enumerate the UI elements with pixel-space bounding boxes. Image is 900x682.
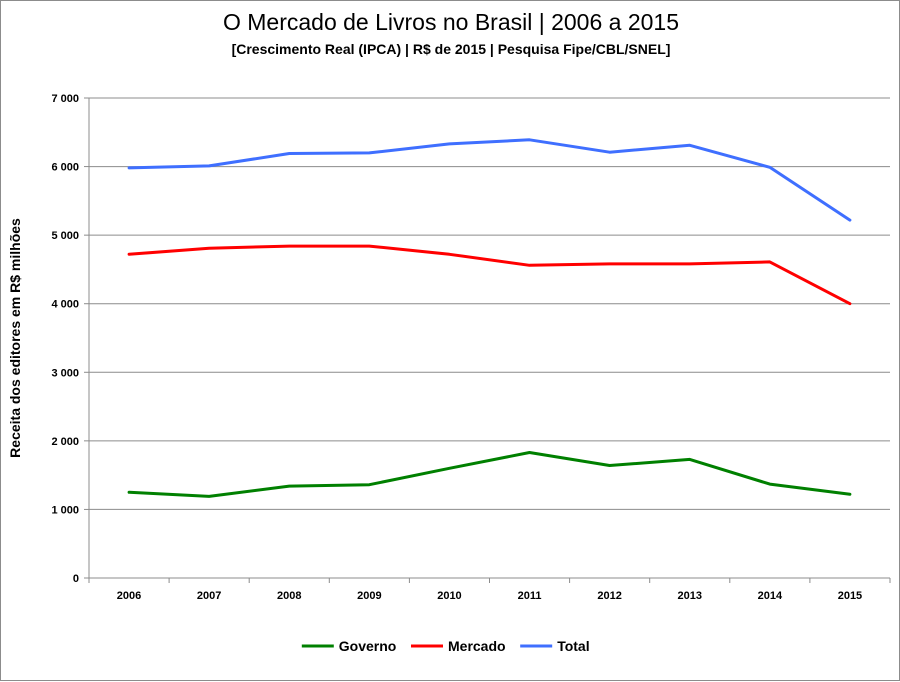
legend-label-total: Total: [557, 638, 589, 654]
legend-label-governo: Governo: [339, 638, 397, 654]
x-tick-label: 2006: [117, 590, 141, 602]
x-tick-label: 2010: [437, 590, 461, 602]
y-tick-label: 3 000: [51, 367, 79, 379]
series-lines: [127, 138, 852, 498]
axes: 0 1 000 2 000 3 000 4 000 5 000 6 000 7 000 2006…: [51, 93, 891, 602]
series-line-governo: [127, 451, 852, 498]
series-line-mercado: [127, 244, 852, 306]
x-tick-label: 2013: [678, 590, 702, 602]
y-axis-label: Receita dos editores em R$ milhões: [7, 218, 23, 458]
chart-subtitle: [Crescimento Real (IPCA) | R$ de 2015 | …: [231, 41, 671, 57]
y-tick-label: 1 000: [51, 504, 79, 516]
x-tick-label: 2011: [518, 590, 542, 602]
x-tick-label: 2009: [357, 590, 381, 602]
gridlines: [89, 97, 890, 510]
x-tick-label: 2015: [838, 590, 862, 602]
y-tick-label: 5 000: [51, 230, 79, 242]
y-tick-label: 2 000: [51, 436, 79, 448]
y-tick-label: 4 000: [51, 299, 79, 311]
x-tick-label: 2012: [597, 590, 621, 602]
x-tick-label: 2007: [197, 590, 221, 602]
y-tick-label: 0: [73, 573, 79, 585]
chart-title: O Mercado de Livros no Brasil | 2006 a 2…: [222, 9, 679, 35]
x-tick-label: 2014: [758, 590, 783, 602]
series-line-total: [127, 138, 852, 222]
x-tick-label: 2008: [277, 590, 301, 602]
legend-label-mercado: Mercado: [448, 638, 506, 654]
y-tick-label: 7 000: [51, 93, 79, 105]
y-tick-label: 6 000: [51, 162, 79, 174]
legend: Governo Mercado Total: [301, 638, 590, 654]
